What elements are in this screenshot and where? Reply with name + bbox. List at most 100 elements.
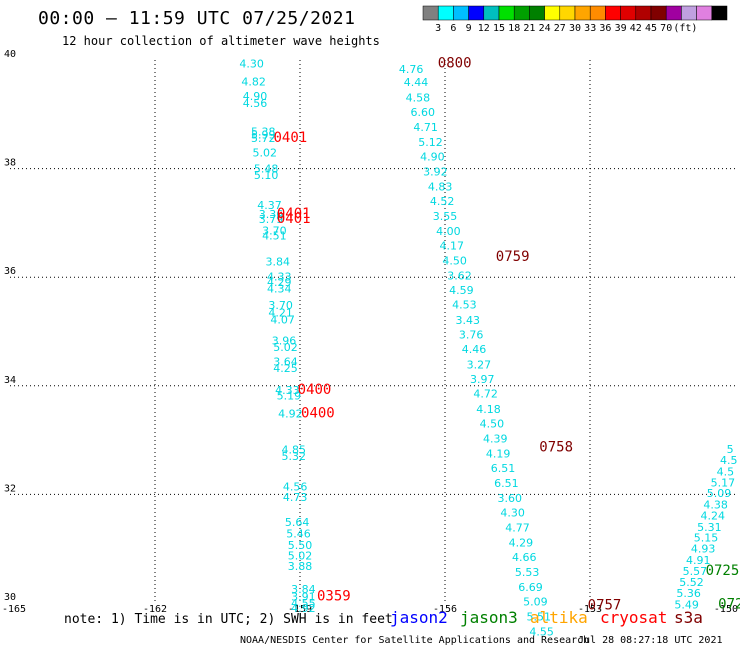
wave-height-label: 4.59 — [449, 284, 474, 297]
pass-time-label: 0758 — [539, 440, 573, 456]
pass-time-label: 0757 — [588, 598, 622, 614]
wave-height-label: 3.88 — [288, 560, 313, 573]
wave-height-label: 4.37 — [257, 199, 282, 212]
satellite-legend-s3a: s3a — [674, 608, 703, 627]
wave-height-label: 3.55 — [433, 210, 458, 223]
y-tick-label: 38 — [4, 158, 16, 169]
wave-height-label: 4.51 — [262, 230, 287, 243]
wave-height-label: 4.71 — [413, 121, 438, 134]
y-tick-label: 36 — [4, 266, 16, 277]
wave-height-label: 5.19 — [277, 389, 302, 402]
wave-height-label: 5.36 — [676, 587, 701, 600]
wave-height-label: 4.90 — [243, 90, 268, 103]
pass-time-label: 0725 — [706, 563, 740, 579]
wave-height-label: 3.36 — [259, 208, 284, 221]
wave-height-label: 4.58 — [406, 91, 431, 104]
color-scale-label: (ft) — [673, 23, 697, 34]
wave-height-label: 4.83 — [428, 180, 453, 193]
wave-height-label: 6.60 — [411, 106, 436, 119]
wave-height-label: 4.00 — [436, 225, 461, 238]
wave-height-label: 3.70 — [268, 299, 293, 312]
x-tick-label: -159 — [288, 604, 312, 615]
wave-height-label: 5.02 — [252, 147, 277, 160]
wave-height-label: 3.43 — [455, 314, 480, 327]
wave-height-label: 4.66 — [512, 551, 537, 564]
color-scale-swatch — [711, 5, 728, 21]
x-tick-label: -150 — [714, 604, 738, 615]
wave-height-label: 3.79 — [259, 213, 284, 226]
satellite-legend-altika: altika — [530, 608, 588, 627]
wave-height-label: 4.30 — [239, 58, 264, 71]
satellite-track: 4.304.824.904.565.385.995.725.025.485.10… — [239, 58, 315, 616]
wave-height-label: 4.19 — [486, 447, 511, 460]
footer-note: note: 1) Time is in UTC; 2) SWH is in fe… — [64, 612, 393, 627]
color-scale-label: 33 — [584, 23, 596, 34]
wave-height-label: 3.64 — [273, 356, 298, 369]
wave-height-label: 4.38 — [703, 499, 728, 512]
wave-height-label: 4.17 — [440, 240, 465, 253]
color-scale-legend: 3 6 9 12 15 18 21 24 27 30 33 36 39 42 45 70 (ft) — [422, 5, 728, 34]
satellite-track: 54.54.55.175.094.384.245.315.154.934.915… — [674, 443, 737, 611]
wave-height-label: 4.33 — [275, 384, 300, 397]
wave-height-label: 4.29 — [509, 537, 534, 550]
color-scale-label: 15 — [493, 23, 505, 34]
wave-height-label: 3.84 — [266, 255, 291, 268]
wave-height-label: 3.84 — [291, 583, 316, 596]
color-scale-label: 45 — [645, 23, 657, 34]
wave-height-label: 4.5 — [720, 454, 738, 467]
x-tick-label: -156 — [433, 604, 457, 615]
pass-time-label: 0401 — [273, 130, 307, 146]
wave-height-label: 4.90 — [420, 150, 445, 163]
color-scale-label: 70 — [660, 23, 672, 34]
wave-height-label: 3.92 — [423, 166, 448, 179]
wave-height-label: 5.52 — [679, 576, 704, 589]
wave-height-label: 3.96 — [272, 335, 297, 348]
wave-height-label: 4.56 — [243, 97, 268, 110]
y-tick-label: 34 — [4, 375, 16, 386]
wave-height-label: 4.5 — [717, 465, 735, 478]
wave-height-label: 5.17 — [711, 476, 736, 489]
pass-time-label: 0401 — [277, 206, 311, 222]
color-scale-label: 18 — [508, 23, 520, 34]
color-scale-label: 39 — [615, 23, 627, 34]
wave-height-label: 4.29 — [267, 276, 292, 289]
pass-time-label: 0725 — [718, 596, 740, 612]
wave-height-label: 3.27 — [467, 358, 492, 371]
wave-height-label: 6.51 — [491, 462, 516, 475]
y-tick-label: 40 — [4, 49, 16, 60]
wave-height-label: 4.55 — [529, 626, 554, 639]
wave-height-label: 5.51 — [527, 610, 552, 623]
wave-height-label: 4.92 — [291, 602, 316, 615]
wave-height-label: 4.44 — [404, 76, 429, 89]
wave-height-label: 4.55 — [291, 597, 316, 610]
color-scale-label: 21 — [523, 23, 535, 34]
pass-time-label: 0359 — [317, 588, 351, 604]
wave-height-label: 5.15 — [694, 532, 719, 545]
wave-height-label: 4.77 — [505, 521, 530, 534]
x-tick-label: -165 — [2, 604, 26, 615]
wave-height-label: 5.02 — [288, 550, 313, 563]
wave-height-label: 5.49 — [674, 598, 699, 611]
wave-height-label: 5.99 — [251, 129, 276, 142]
wave-height-label: 5.64 — [285, 516, 310, 529]
wave-height-label: 4.34 — [267, 282, 292, 295]
wave-height-label: 4.39 — [483, 432, 508, 445]
chart-title: 00:00 – 11:59 UTC 07/25/2021 — [38, 8, 356, 29]
pass-time-label: 0401 — [277, 211, 311, 227]
wave-height-label: 5.57 — [683, 565, 708, 578]
wave-height-label: 5.50 — [288, 539, 313, 552]
color-scale-label: 24 — [539, 23, 551, 34]
wave-height-label: 5.32 — [281, 450, 306, 463]
pass-time-label: 0400 — [298, 382, 332, 398]
wave-height-label: 4.82 — [241, 76, 266, 89]
satellite-legend-jason3: jason3 — [460, 608, 518, 627]
wave-height-label: 4.07 — [270, 313, 295, 326]
wave-height-label: 4.25 — [273, 362, 298, 375]
color-scale-label: 42 — [630, 23, 642, 34]
color-scale-label: 36 — [599, 23, 611, 34]
wave-height-label: 4.73 — [283, 491, 308, 504]
wave-height-label: 4.93 — [691, 543, 716, 556]
x-tick-label: -153 — [578, 604, 602, 615]
wave-height-label: 5.10 — [254, 169, 279, 182]
wave-height-label: 3.62 — [447, 269, 472, 282]
